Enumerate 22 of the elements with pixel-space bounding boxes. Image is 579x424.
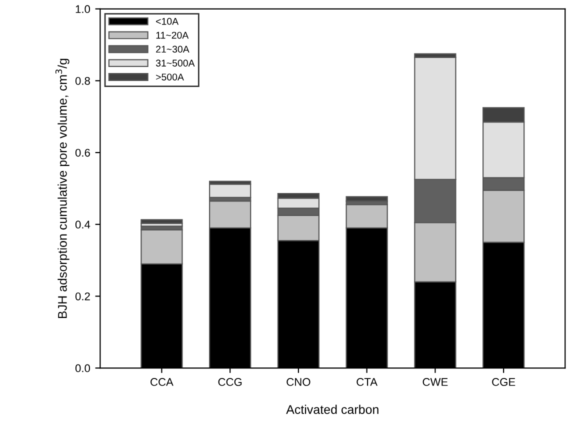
x-axis-title: Activated carbon bbox=[286, 404, 378, 414]
y-axis-title: BJH adsorption cumulative pore volume, cm$^{3}$/g bbox=[55, 58, 70, 318]
x-tick-label: CGE bbox=[492, 378, 516, 386]
y-tick-label: 1.0 bbox=[76, 5, 90, 14]
y-tick-label: 0.4 bbox=[75, 220, 90, 229]
legend-label: >500A bbox=[156, 74, 184, 80]
legend-label: 31~500A bbox=[156, 60, 195, 67]
legend-label: 21~30A bbox=[156, 46, 190, 53]
x-tick-label: CNO bbox=[286, 378, 310, 386]
y-tick-label: 0.6 bbox=[75, 148, 90, 157]
legend-label: <10A bbox=[156, 18, 179, 25]
y-tick-label: 0.2 bbox=[75, 292, 90, 300]
bar bbox=[140, 219, 183, 224]
legend-label: 11~20A bbox=[156, 32, 189, 39]
x-tick-label: CWE bbox=[422, 378, 448, 386]
y-tick-label: 0.0 bbox=[75, 364, 90, 372]
x-tick-label: CCA bbox=[150, 378, 174, 386]
y-tick-label: 0.8 bbox=[75, 76, 90, 85]
bar bbox=[209, 184, 252, 198]
x-tick-label: CTA bbox=[356, 378, 378, 386]
bar bbox=[346, 196, 388, 202]
x-tick-label: CCG bbox=[218, 378, 242, 386]
